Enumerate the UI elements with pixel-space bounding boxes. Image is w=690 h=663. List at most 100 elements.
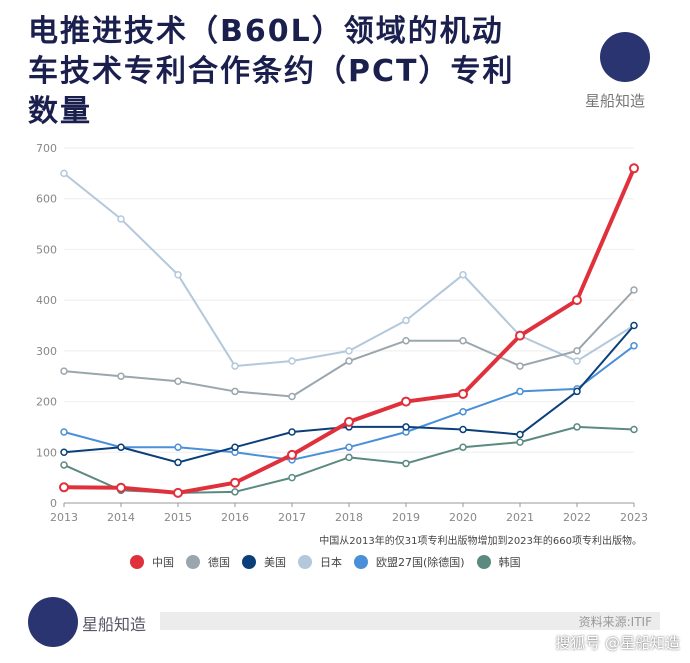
data-point — [459, 271, 467, 279]
series-line-1 — [63, 289, 635, 398]
data-point — [629, 163, 639, 174]
y-tick-label: 100 — [36, 446, 57, 459]
data-point — [516, 362, 524, 370]
data-point — [458, 388, 468, 399]
data-point — [231, 443, 239, 451]
data-point — [630, 286, 638, 294]
x-tick-label: 2020 — [449, 511, 477, 524]
x-tick-label: 2013 — [50, 511, 78, 524]
x-tick-label: 2023 — [620, 511, 648, 524]
legend-item: 日本 — [298, 554, 342, 570]
legend-label: 日本 — [320, 556, 342, 569]
x-tick-label: 2015 — [164, 511, 192, 524]
legend-item: 中国 — [130, 554, 174, 570]
brand-logo-icon — [600, 32, 650, 82]
data-point — [402, 423, 410, 431]
legend-item: 美国 — [242, 554, 286, 570]
y-tick-label: 400 — [36, 294, 57, 307]
data-point — [401, 396, 411, 407]
data-point — [59, 482, 69, 493]
data-point — [116, 482, 126, 493]
x-tick-label: 2022 — [563, 511, 591, 524]
data-point — [117, 215, 125, 223]
data-point — [345, 443, 353, 451]
data-point — [60, 448, 68, 457]
data-point — [515, 330, 525, 341]
data-point — [287, 449, 297, 460]
data-point — [231, 488, 239, 496]
legend-label: 中国 — [152, 556, 174, 569]
data-point — [459, 425, 467, 434]
y-tick-label: 500 — [36, 243, 57, 256]
data-point — [516, 438, 524, 446]
data-point — [117, 372, 125, 380]
data-point — [345, 453, 353, 462]
footer-bar — [160, 612, 660, 630]
series-line-2 — [63, 324, 635, 464]
chart-note: 中国从2013年的仅31项专利出版物增加到2023年的660项专利出版物。 — [319, 536, 642, 547]
data-point — [288, 428, 296, 436]
x-tick-label: 2014 — [107, 511, 135, 524]
data-point — [459, 336, 467, 345]
data-point — [231, 362, 239, 370]
data-point — [402, 336, 410, 345]
y-tick-label: 700 — [36, 142, 57, 155]
legend-item: 欧盟27国(除德国) — [354, 554, 465, 570]
legend-item: 韩国 — [476, 554, 521, 570]
data-point — [230, 477, 240, 488]
legend-label: 韩国 — [498, 556, 521, 569]
data-point — [231, 387, 239, 396]
data-point — [174, 443, 182, 451]
y-tick-label: 0 — [50, 497, 57, 510]
source-text: 资料来源:ITIF — [578, 615, 652, 629]
legend-label: 美国 — [264, 556, 286, 569]
data-point — [572, 295, 582, 306]
legend-item: 德国 — [186, 554, 230, 570]
legend-marker-icon — [354, 555, 368, 569]
data-point — [345, 347, 353, 355]
x-tick-label: 2018 — [335, 511, 363, 524]
footer-logo-icon — [28, 597, 78, 647]
data-point — [60, 428, 68, 436]
y-tick-label: 200 — [36, 396, 57, 409]
data-point — [60, 461, 68, 469]
data-point — [288, 392, 296, 401]
data-point — [573, 387, 581, 396]
data-point — [174, 458, 182, 467]
data-point — [459, 407, 467, 416]
data-point — [402, 459, 410, 468]
legend-marker-icon — [186, 555, 200, 569]
legend-marker-icon — [298, 555, 312, 569]
legend-marker-icon — [130, 555, 144, 569]
data-point — [459, 443, 467, 451]
data-point — [345, 357, 353, 365]
brand-name: 星船知造 — [585, 92, 646, 110]
series-line-3 — [63, 172, 635, 368]
data-point — [516, 387, 524, 396]
data-point — [174, 377, 182, 386]
data-point — [173, 487, 183, 498]
data-point — [402, 316, 410, 325]
data-point — [117, 443, 125, 451]
data-point — [630, 425, 638, 434]
data-point — [516, 430, 524, 439]
legend-label: 欧盟27国(除德国) — [376, 556, 465, 569]
x-tick-label: 2017 — [278, 511, 306, 524]
data-point — [174, 271, 182, 279]
legend: 中国 德国 美国 日本 欧盟27国(除德国) 韩国 — [130, 554, 521, 570]
data-point — [60, 169, 68, 178]
data-point — [630, 321, 638, 330]
y-tick-label: 600 — [36, 193, 57, 206]
data-point — [630, 342, 638, 350]
x-tick-label: 2021 — [506, 511, 534, 524]
data-point — [573, 347, 581, 355]
data-point — [60, 367, 68, 375]
footer-brand: 星船知造 — [82, 615, 147, 634]
data-point — [288, 357, 296, 365]
x-tick-label: 2019 — [392, 511, 420, 524]
data-point — [573, 357, 581, 365]
data-point — [288, 473, 296, 482]
chart-title: 电推进技术（B60L）领域的机动车技术专利合作条约（PCT）专利数量 — [28, 14, 515, 129]
line-chart: 0 100 200 300 400 500 600 700 2013 2014 2015 2016 20… — [36, 142, 648, 524]
